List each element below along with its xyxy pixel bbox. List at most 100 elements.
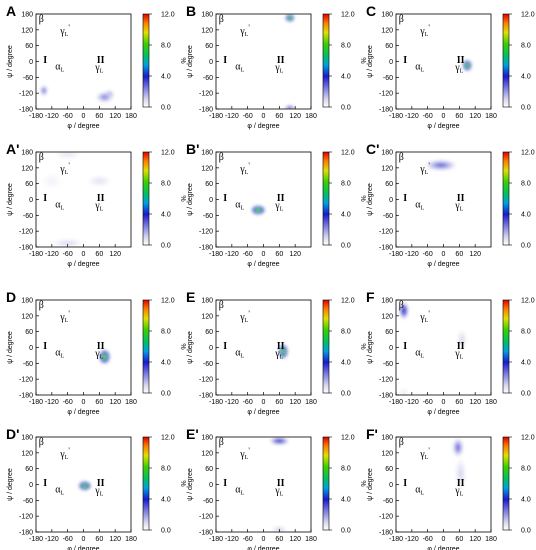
y-axis-label: ψ / degree [187, 183, 194, 216]
x-axis-label: φ / degree [67, 546, 99, 550]
x-tick-label: 0 [442, 113, 446, 120]
region-label: I [223, 193, 227, 204]
colorbar-tick-label: 4.0 [521, 360, 531, 367]
region-label: β [39, 14, 44, 25]
x-tick-label: 180 [125, 399, 137, 406]
colorbar-tick-label: 12.0 [341, 12, 355, 19]
region-label: β [399, 152, 404, 163]
density-spot [289, 107, 291, 109]
region-label: αL [415, 484, 424, 496]
panel-label: B [186, 3, 196, 19]
colorbar-label: % [359, 343, 366, 349]
region-label: γL' [419, 23, 430, 38]
x-tick-label: -120 [45, 251, 59, 258]
density-spot [438, 164, 444, 167]
x-tick-label: -60 [63, 536, 73, 543]
x-tick-label: -60 [423, 113, 433, 120]
y-tick-label: -180 [379, 393, 393, 400]
y-tick-label: 120 [21, 450, 33, 457]
y-tick-label: 180 [201, 298, 213, 305]
region-label: II [457, 478, 465, 489]
region-label: I [43, 341, 47, 352]
region-label: αL [415, 199, 424, 211]
x-tick-label: 180 [125, 536, 137, 543]
x-tick-label: -120 [225, 399, 239, 406]
x-tick-label: -60 [63, 251, 73, 258]
plot-frame [35, 151, 132, 248]
x-tick-label: 0 [442, 399, 446, 406]
y-tick-label: -120 [19, 91, 33, 98]
y-tick-label: 180 [21, 435, 33, 442]
x-axis-label: φ / degree [427, 123, 459, 130]
colorbar [502, 436, 510, 531]
y-tick-label: 60 [385, 466, 393, 473]
panel-label: B' [186, 141, 199, 157]
colorbar-tick-label: 4.0 [161, 212, 171, 219]
colorbar-tick-label: 4.0 [161, 74, 171, 81]
y-tick-label: -120 [19, 514, 33, 521]
y-tick-label: -180 [379, 245, 393, 252]
x-tick-label: -180 [29, 399, 43, 406]
y-tick-label: 60 [205, 181, 213, 188]
plot-frame [215, 13, 312, 110]
plot-frame [395, 299, 492, 396]
y-tick-label: -180 [199, 107, 213, 114]
panel-label: A' [6, 141, 19, 157]
region-label: γL' [59, 446, 70, 461]
density-spot [65, 242, 71, 244]
region-label: γL [94, 349, 103, 361]
x-axis-label: φ / degree [247, 261, 279, 268]
panel-label: A [6, 3, 16, 19]
colorbar-tick-label: 12.0 [341, 435, 355, 442]
colorbar-label: % [179, 57, 186, 63]
colorbar [322, 299, 330, 394]
density-spot [461, 338, 463, 342]
x-tick-label: 120 [469, 251, 481, 258]
region-label: αL [55, 347, 64, 359]
x-tick-label: -60 [423, 536, 433, 543]
region-label: αL [235, 347, 244, 359]
y-tick-label: 0 [209, 482, 213, 489]
colorbar-tick-label: 0.0 [521, 528, 531, 535]
y-tick-label: -120 [199, 91, 213, 98]
region-label: αL [235, 199, 244, 211]
x-tick-label: 120 [289, 113, 301, 120]
density-map [426, 160, 456, 171]
region-label: I [403, 55, 407, 66]
y-tick-label: -60 [23, 213, 33, 220]
x-tick-label: -180 [209, 251, 223, 258]
x-tick-label: 180 [305, 113, 317, 120]
region-label: αL [415, 347, 424, 359]
y-tick-label: -180 [379, 530, 393, 537]
y-tick-label: -60 [383, 213, 393, 220]
density-spot [257, 209, 260, 211]
y-axis-label: ψ / degree [367, 183, 374, 216]
x-tick-label: -180 [209, 113, 223, 120]
y-tick-label: 180 [381, 435, 393, 442]
region-label: β [219, 437, 224, 448]
y-axis-label: ψ / degree [367, 468, 374, 501]
y-tick-label: 120 [381, 313, 393, 320]
density-spot [103, 355, 106, 358]
x-tick-label: 180 [305, 536, 317, 543]
y-tick-label: 120 [381, 27, 393, 34]
region-label: II [457, 193, 465, 204]
x-axis-label: φ / degree [427, 409, 459, 416]
y-tick-label: -120 [379, 377, 393, 384]
x-tick-label: -180 [389, 536, 403, 543]
x-tick-label: 120 [289, 536, 301, 543]
x-tick-label: 0 [262, 536, 266, 543]
region-label: II [97, 55, 105, 66]
colorbar [502, 13, 510, 108]
x-tick-label: -60 [243, 113, 253, 120]
x-tick-label: -120 [405, 399, 419, 406]
region-label: I [43, 478, 47, 489]
density-map [99, 350, 110, 364]
x-tick-label: -120 [45, 113, 59, 120]
y-tick-label: 0 [209, 345, 213, 352]
colorbar-tick-label: 4.0 [341, 360, 351, 367]
colorbar-tick-label: 12.0 [161, 12, 175, 19]
y-tick-label: 60 [25, 43, 33, 50]
colorbar-tick-label: 4.0 [341, 212, 351, 219]
